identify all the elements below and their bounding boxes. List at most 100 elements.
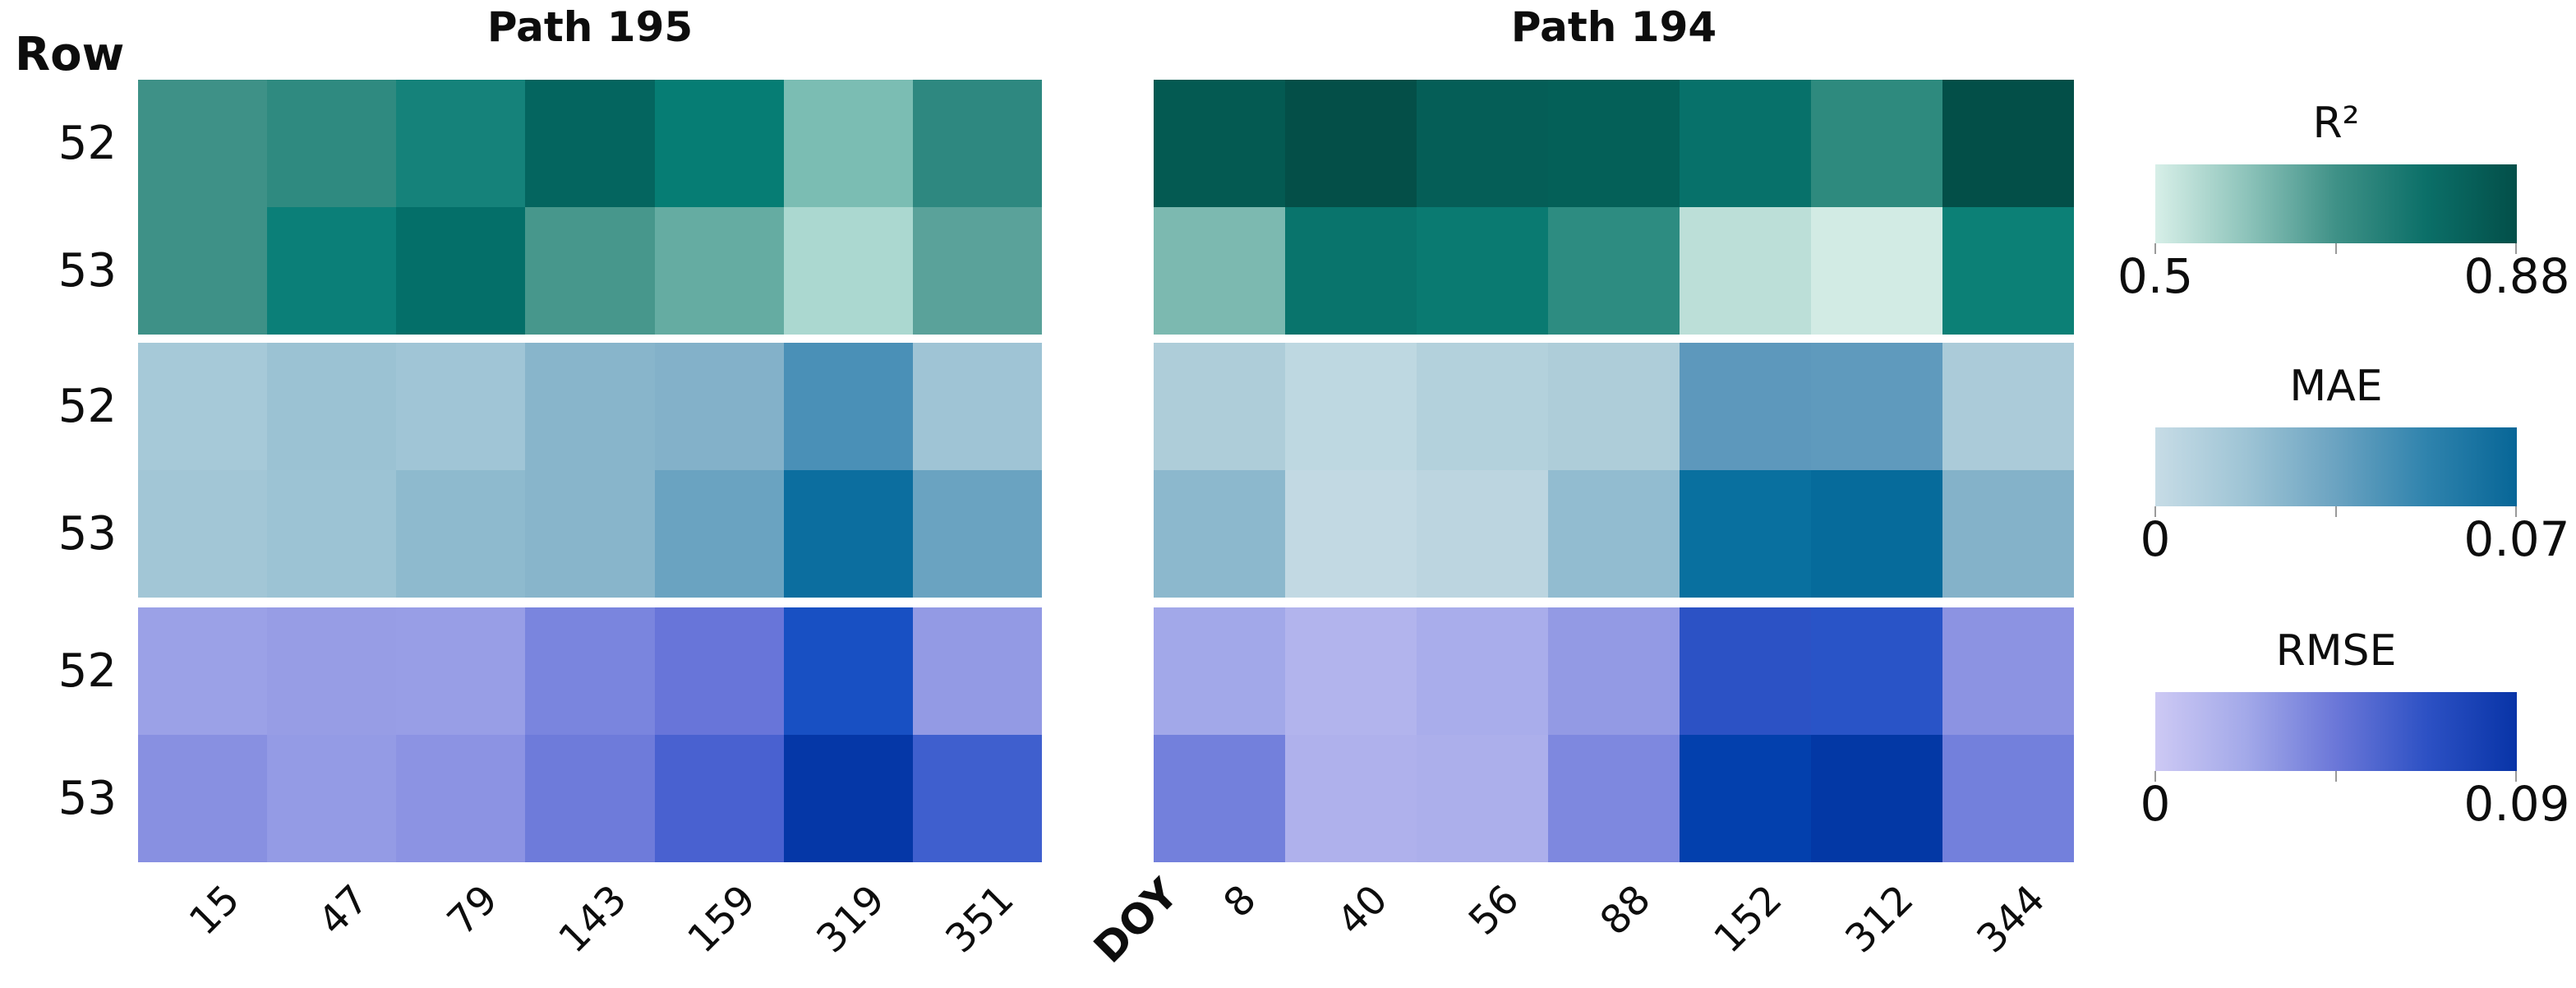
panel-title-path-195: Path 195 [486,3,694,51]
heatmap-cell [1417,470,1548,598]
heatmap-cell [1154,470,1285,598]
heatmap-cell [1942,470,2074,598]
doy-tick-label: 47 [309,876,378,944]
heatmap-cell [1285,207,1417,335]
heatmap-cell [654,80,784,207]
heatmap-cell [1680,470,1811,598]
heatmap-cell [1942,343,2074,470]
heatmap-cell [1548,470,1680,598]
legend-tick [2154,243,2156,254]
heatmap-cell [525,470,655,598]
heatmap-path-195-mae [138,343,1042,598]
heatmap-cell [1680,735,1811,862]
doy-tick-label: 344 [1968,876,2054,963]
heatmap-cell [783,735,913,862]
legend-rmse-title: RMSE [2275,626,2397,676]
heatmap-cell [267,735,397,862]
heatmap-cell [138,607,268,735]
heatmap-cell [1811,80,1942,207]
row-tick-label: 53 [58,772,117,825]
heatmap-path-195-rmse [138,607,1042,862]
heatmap-cell [783,207,913,335]
heatmap-cell [525,80,655,207]
heatmap-path-194-mae [1154,343,2074,598]
legend-tick [2515,771,2517,782]
heatmap-cell [1154,735,1285,862]
heatmap-cell [1680,207,1811,335]
doy-tick-label: 143 [550,876,636,963]
heatmap-cell [912,607,1042,735]
heatmap-cell [1811,207,1942,335]
heatmap-cell [912,343,1042,470]
heatmap-cell [654,470,784,598]
doy-tick-label: 79 [438,876,507,944]
heatmap-cell [396,735,526,862]
heatmap-cell [912,207,1042,335]
heatmap-cell [1417,607,1548,735]
heatmap-cell [1680,343,1811,470]
heatmap-cell [267,80,397,207]
heatmap-cell [525,607,655,735]
row-tick-label: 53 [58,507,117,561]
legend-mae-colorbar [2155,427,2517,506]
heatmap-path-194-r2 [1154,80,2074,335]
doy-tick-label: 56 [1459,876,1528,944]
legend-tick [2335,506,2337,517]
heatmap-cell [1417,80,1548,207]
legend-r2-colorbar [2155,164,2517,243]
heatmap-cell [783,80,913,207]
legend-tick [2515,243,2517,254]
doy-tick-label: 159 [679,876,765,963]
panel-title-path-194: Path 194 [1510,3,1717,51]
heatmap-cell [138,207,268,335]
heatmap-cell [396,207,526,335]
legend-mae-title: MAE [2289,362,2383,411]
doy-tick-label: 152 [1705,876,1791,963]
legend-r2-max-label: 0.88 [2463,248,2570,304]
heatmap-cell [912,80,1042,207]
legend-tick [2154,506,2156,517]
heatmap-cell [1417,207,1548,335]
heatmap-cell [654,607,784,735]
doy-tick-label: 319 [808,876,894,963]
heatmap-cell [1417,735,1548,862]
legend-mae-min-label: 0 [2140,511,2171,567]
heatmap-cell [654,207,784,335]
heatmap-path-194-rmse [1154,607,2074,862]
doy-tick-label: 8 [1214,876,1265,927]
heatmap-cell [267,343,397,470]
heatmap-cell [912,470,1042,598]
heatmap-cell [1548,607,1680,735]
heatmap-cell [1811,343,1942,470]
heatmap-cell [138,470,268,598]
heatmap-cell [267,607,397,735]
legend-rmse-min-label: 0 [2140,776,2171,832]
heatmap-cell [267,207,397,335]
heatmap-cell [1285,80,1417,207]
heatmap-cell [525,735,655,862]
heatmap-cell [1548,343,1680,470]
heatmap-cell [912,735,1042,862]
heatmap-cell [1942,207,2074,335]
heatmap-cell [783,470,913,598]
heatmap-cell [1548,735,1680,862]
heatmap-cell [1154,607,1285,735]
heatmap-cell [1811,735,1942,862]
legend-rmse-colorbar [2155,692,2517,771]
heatmap-cell [138,80,268,207]
heatmap-path-195-r2 [138,80,1042,335]
doy-tick-label: 351 [937,876,1024,963]
doy-tick-label: 312 [1836,876,1923,963]
heatmap-cell [1811,470,1942,598]
row-tick-label: 52 [58,117,117,170]
heatmap-cell [1154,343,1285,470]
heatmap-cell [1154,207,1285,335]
heatmap-cell [138,343,268,470]
legend-r2-min-label: 0.5 [2117,248,2194,304]
legend-r2: R² 0.5 0.88 [2054,99,2576,370]
heatmap-cell [138,735,268,862]
doy-tick-label: 15 [180,876,249,944]
heatmap-cell [1942,735,2074,862]
heatmap-cell [525,207,655,335]
heatmap-cell [1942,607,2074,735]
